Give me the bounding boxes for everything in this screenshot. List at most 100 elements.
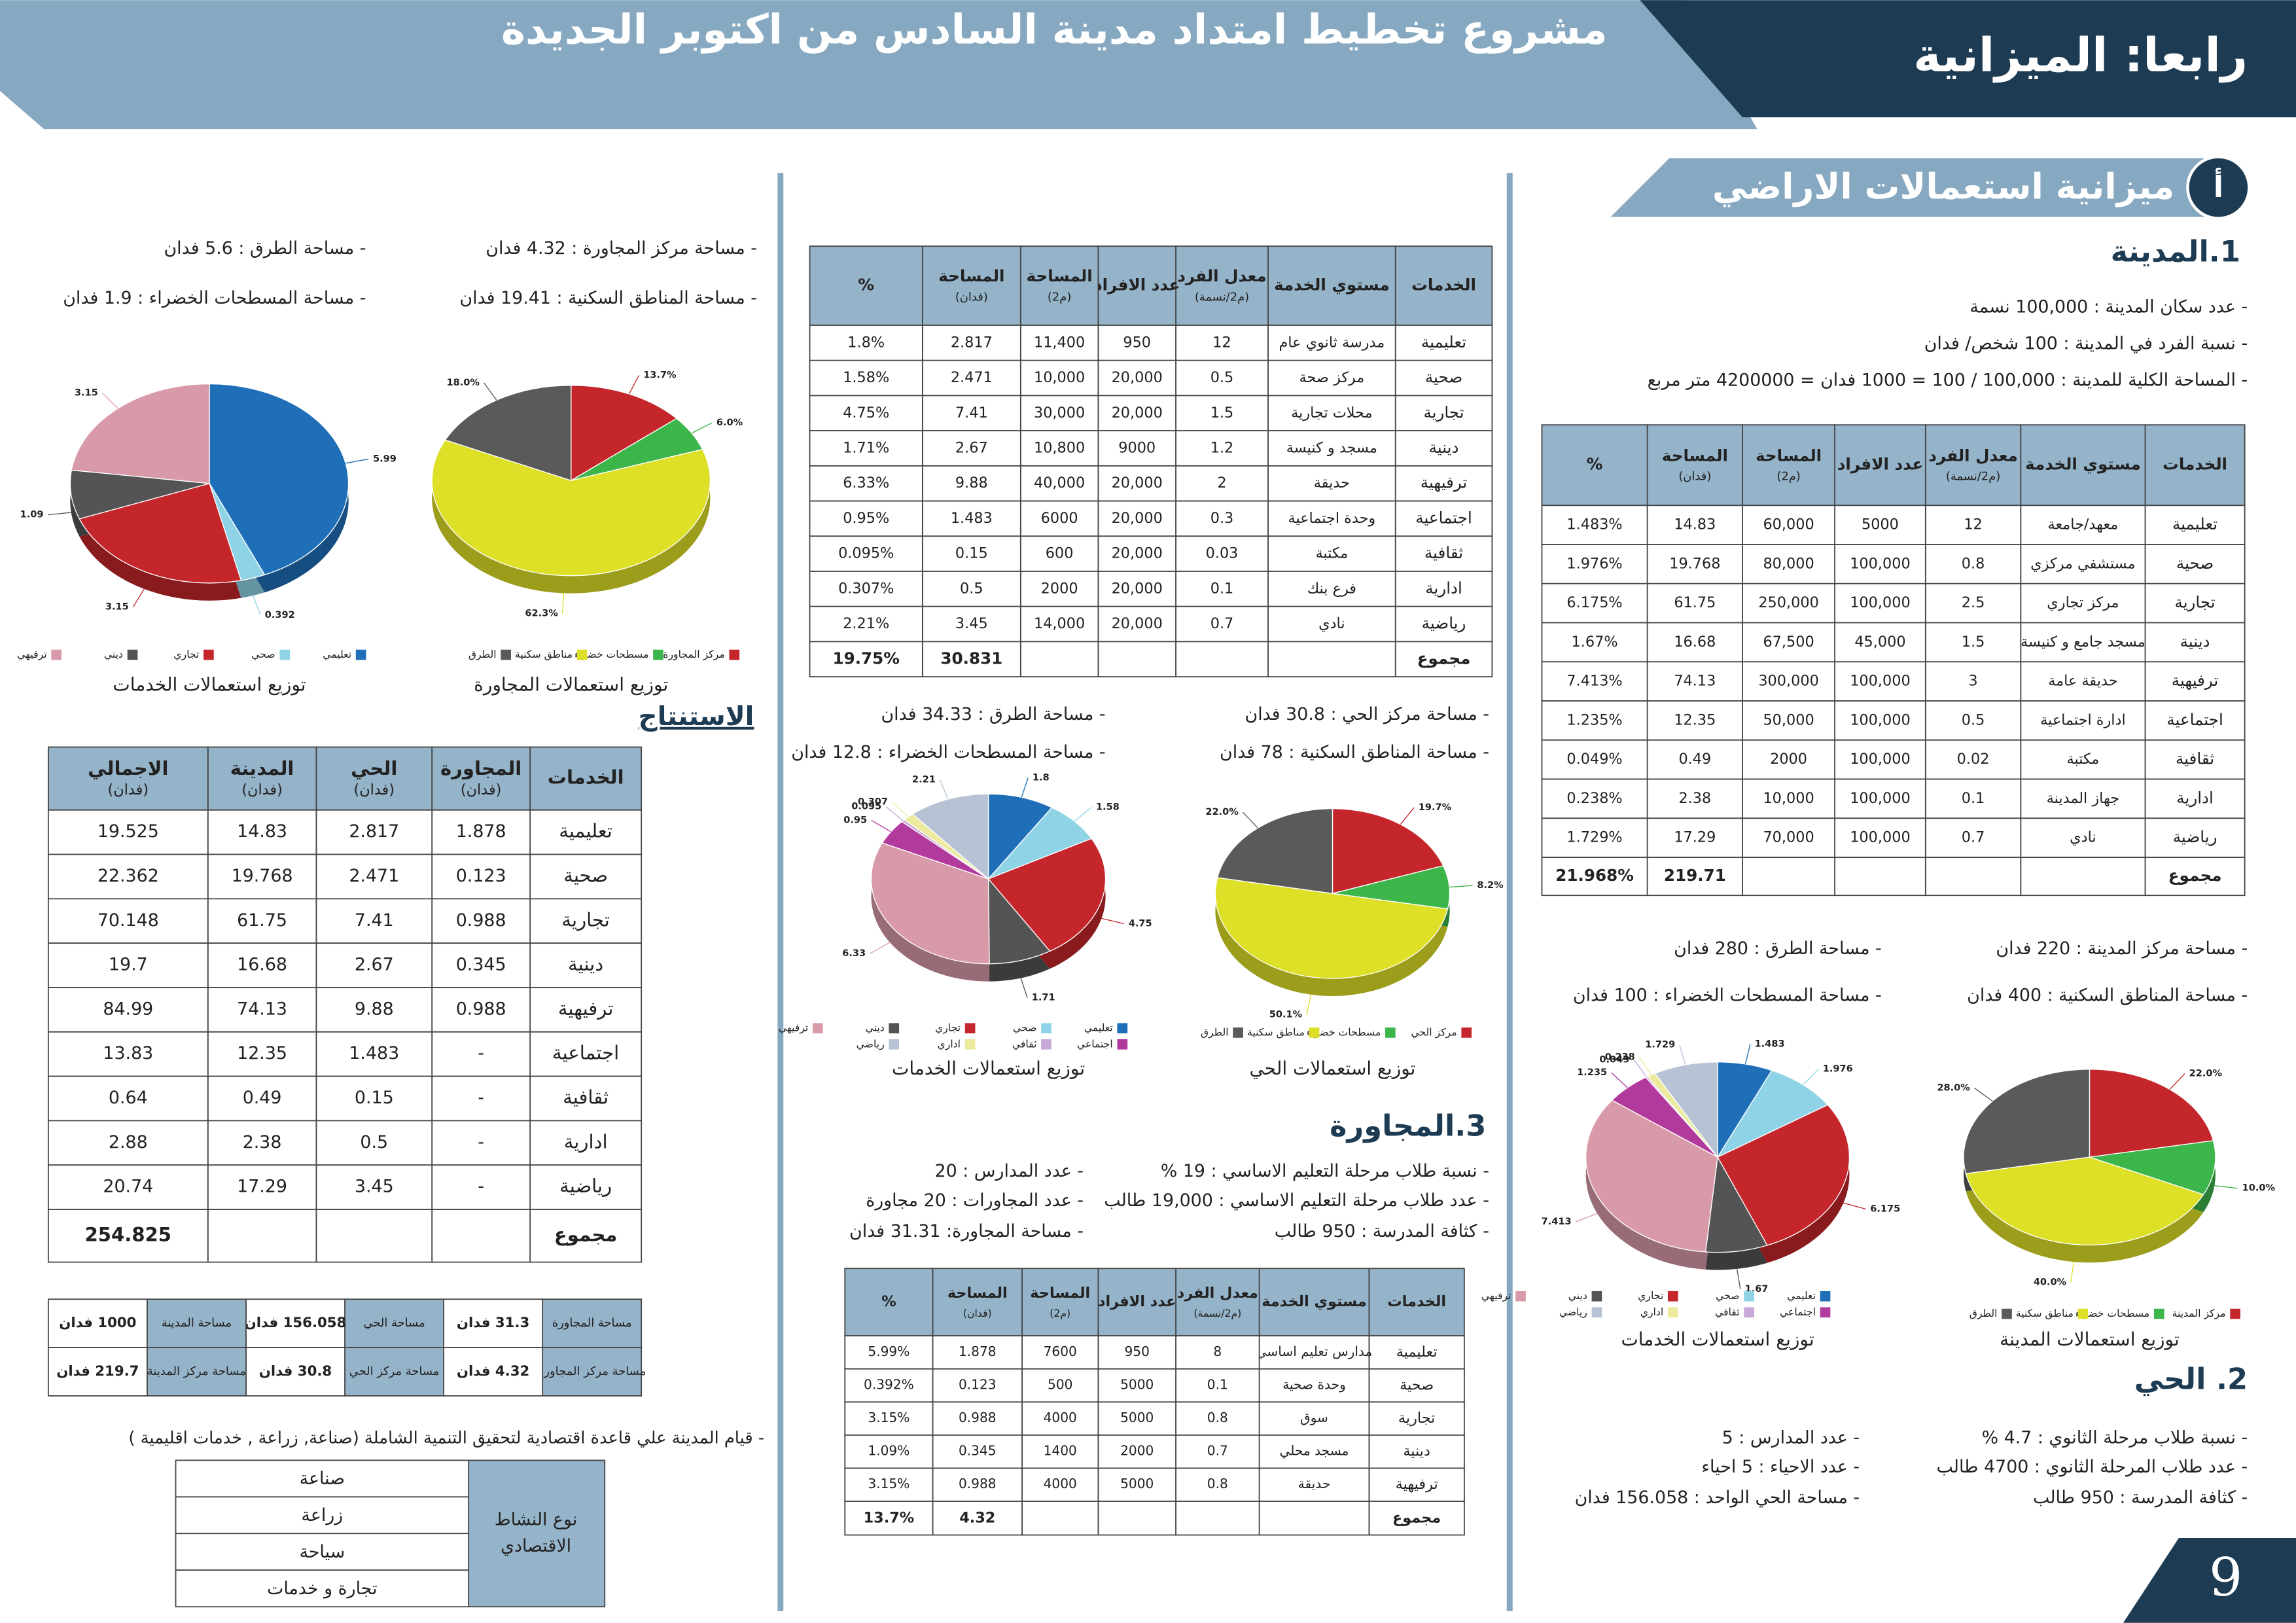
table-cell-text: تجارية	[561, 908, 609, 931]
leader-line	[691, 422, 713, 434]
table-cell	[315, 1164, 433, 1210]
table-total: 219.71	[1664, 866, 1726, 885]
table-cell	[207, 809, 317, 855]
legend-swatch	[1461, 1027, 1472, 1038]
legend-swatch	[1117, 1023, 1128, 1034]
table-cell	[1021, 1434, 1099, 1469]
table-cell-text: 2.471	[349, 866, 399, 886]
table-cell	[207, 1031, 317, 1077]
fact: - مساحة الحي الواحد : 156.058 فدان	[1575, 1488, 1860, 1508]
table-cell-text: 70,000	[1763, 829, 1814, 846]
table-cell	[1097, 325, 1176, 361]
table-cell-text: اجتماعية	[2166, 710, 2223, 729]
legend-swatch	[1233, 1027, 1243, 1038]
table-cell-text: 0.345	[456, 955, 506, 975]
page-number-tab	[2123, 1537, 2296, 1623]
table-cell	[1021, 1501, 1099, 1536]
table-cell	[1541, 700, 1648, 741]
table-cell-text: 50,000	[1763, 711, 1814, 728]
data-label: 2.21	[912, 775, 936, 785]
table-cell-text: 0.7	[1207, 1443, 1228, 1459]
table-cell-text: صحية	[1425, 368, 1462, 387]
summary-cell: مساحة مركز المجاورة	[538, 1364, 646, 1378]
table-cell-text: ترفيهية	[2172, 671, 2219, 690]
table-cell	[1021, 1268, 1099, 1337]
table-cell	[844, 1368, 934, 1403]
legend-label: صحي	[1716, 1289, 1739, 1302]
fact: - مساحة المجاورة: 31.31 فدان	[849, 1221, 1084, 1241]
section-heading: 2. الحي	[2134, 1362, 2248, 1397]
table-header: %	[1587, 455, 1603, 474]
leader-line	[1306, 994, 1312, 1015]
table-cell	[529, 1075, 643, 1122]
table-cell-text: 4.75%	[843, 404, 889, 421]
table-cell	[207, 942, 317, 988]
table-cell	[844, 1501, 934, 1536]
table-cell	[1394, 395, 1493, 432]
table-cell-text: اجتماعية	[552, 1042, 619, 1064]
fact: - عدد المجاورات : 20 مجاورة	[866, 1190, 1084, 1211]
data-label: 62.3%	[525, 609, 558, 619]
table-cell	[1742, 700, 1835, 741]
legend-label: الطرق	[468, 648, 497, 661]
table-cell-text: 14,000	[1034, 615, 1085, 632]
legend-label: ترفيهي	[17, 648, 46, 661]
leader-line	[1576, 1213, 1598, 1222]
table-cell-text: 0.307%	[838, 580, 894, 597]
table-cell-text: 12.35	[237, 1043, 287, 1063]
table-cell	[932, 1368, 1023, 1403]
table-cell	[1097, 359, 1176, 397]
pie-slice	[1585, 1099, 1718, 1253]
table-cell-text: 9.88	[955, 474, 988, 491]
leader-line	[1021, 777, 1029, 798]
activity-item: زراعة	[301, 1505, 343, 1525]
table-cell-text: نادي	[1318, 615, 1345, 632]
table-total: مجموع	[1417, 649, 1471, 668]
data-label: 1.976	[1823, 1064, 1853, 1075]
area-fact: - مساحة المسطحات الخضراء : 1.9 فدان	[63, 288, 366, 308]
table-header: المساحة	[938, 266, 1004, 285]
data-label: 1.09	[20, 510, 44, 520]
legend-label: ثقافي	[1715, 1306, 1740, 1319]
table-cell	[1924, 817, 2022, 858]
table-cell	[315, 746, 433, 811]
subsection-letter: أ	[2214, 168, 2223, 204]
legend-swatch	[2002, 1308, 2012, 1319]
table-cell-text: 0.123	[456, 866, 506, 886]
table-cell-text: 5000	[1862, 516, 1899, 533]
table-cell	[1175, 1268, 1260, 1337]
table-cell	[1097, 1268, 1176, 1337]
table-cell-text: 0.02	[1957, 751, 1990, 768]
pie-slice	[1332, 865, 1451, 910]
chart-title: توزيع استعمالات الخدمات	[892, 1058, 1085, 1079]
table-cell-text: 6000	[1041, 510, 1078, 527]
table-cell	[207, 853, 317, 900]
legend-label: اجتماعي	[1780, 1306, 1816, 1319]
table-cell	[844, 1268, 934, 1337]
table-cell	[1541, 505, 1648, 545]
legend-label: تجاري	[935, 1022, 961, 1035]
table-cell	[921, 359, 1021, 397]
legend-swatch	[1515, 1291, 1526, 1302]
table-cell-text: 2000	[1770, 751, 1807, 768]
data-label: 6.0%	[716, 418, 743, 428]
table-cell-text: 5.99%	[868, 1344, 910, 1359]
table-cell-text: 1.5	[1210, 404, 1234, 421]
table-cell-text: 100,000	[1850, 594, 1910, 611]
table-cell-text: صحية	[2176, 554, 2214, 573]
table-cell	[315, 1075, 433, 1122]
table-cell-text: 60,000	[1763, 516, 1814, 533]
table-cell	[1541, 582, 1648, 624]
table-cell	[431, 1120, 531, 1166]
table-cell	[1021, 1335, 1099, 1370]
table-cell-text: معهد/جامعة	[2048, 516, 2119, 533]
activity-label: نوع النشاط	[495, 1510, 578, 1530]
table-cell	[1267, 465, 1396, 502]
table-cell-text: 2.21%	[843, 615, 889, 632]
table-cell	[443, 1298, 544, 1348]
legend-label: مناطق سكنية	[1247, 1026, 1305, 1038]
section-title: رابعا: الميزانية	[1913, 28, 2248, 83]
table-cell-text: مدارس تعليم اساسي	[1256, 1344, 1373, 1360]
pie-slice	[987, 838, 1106, 952]
table-cell	[1368, 1268, 1465, 1337]
